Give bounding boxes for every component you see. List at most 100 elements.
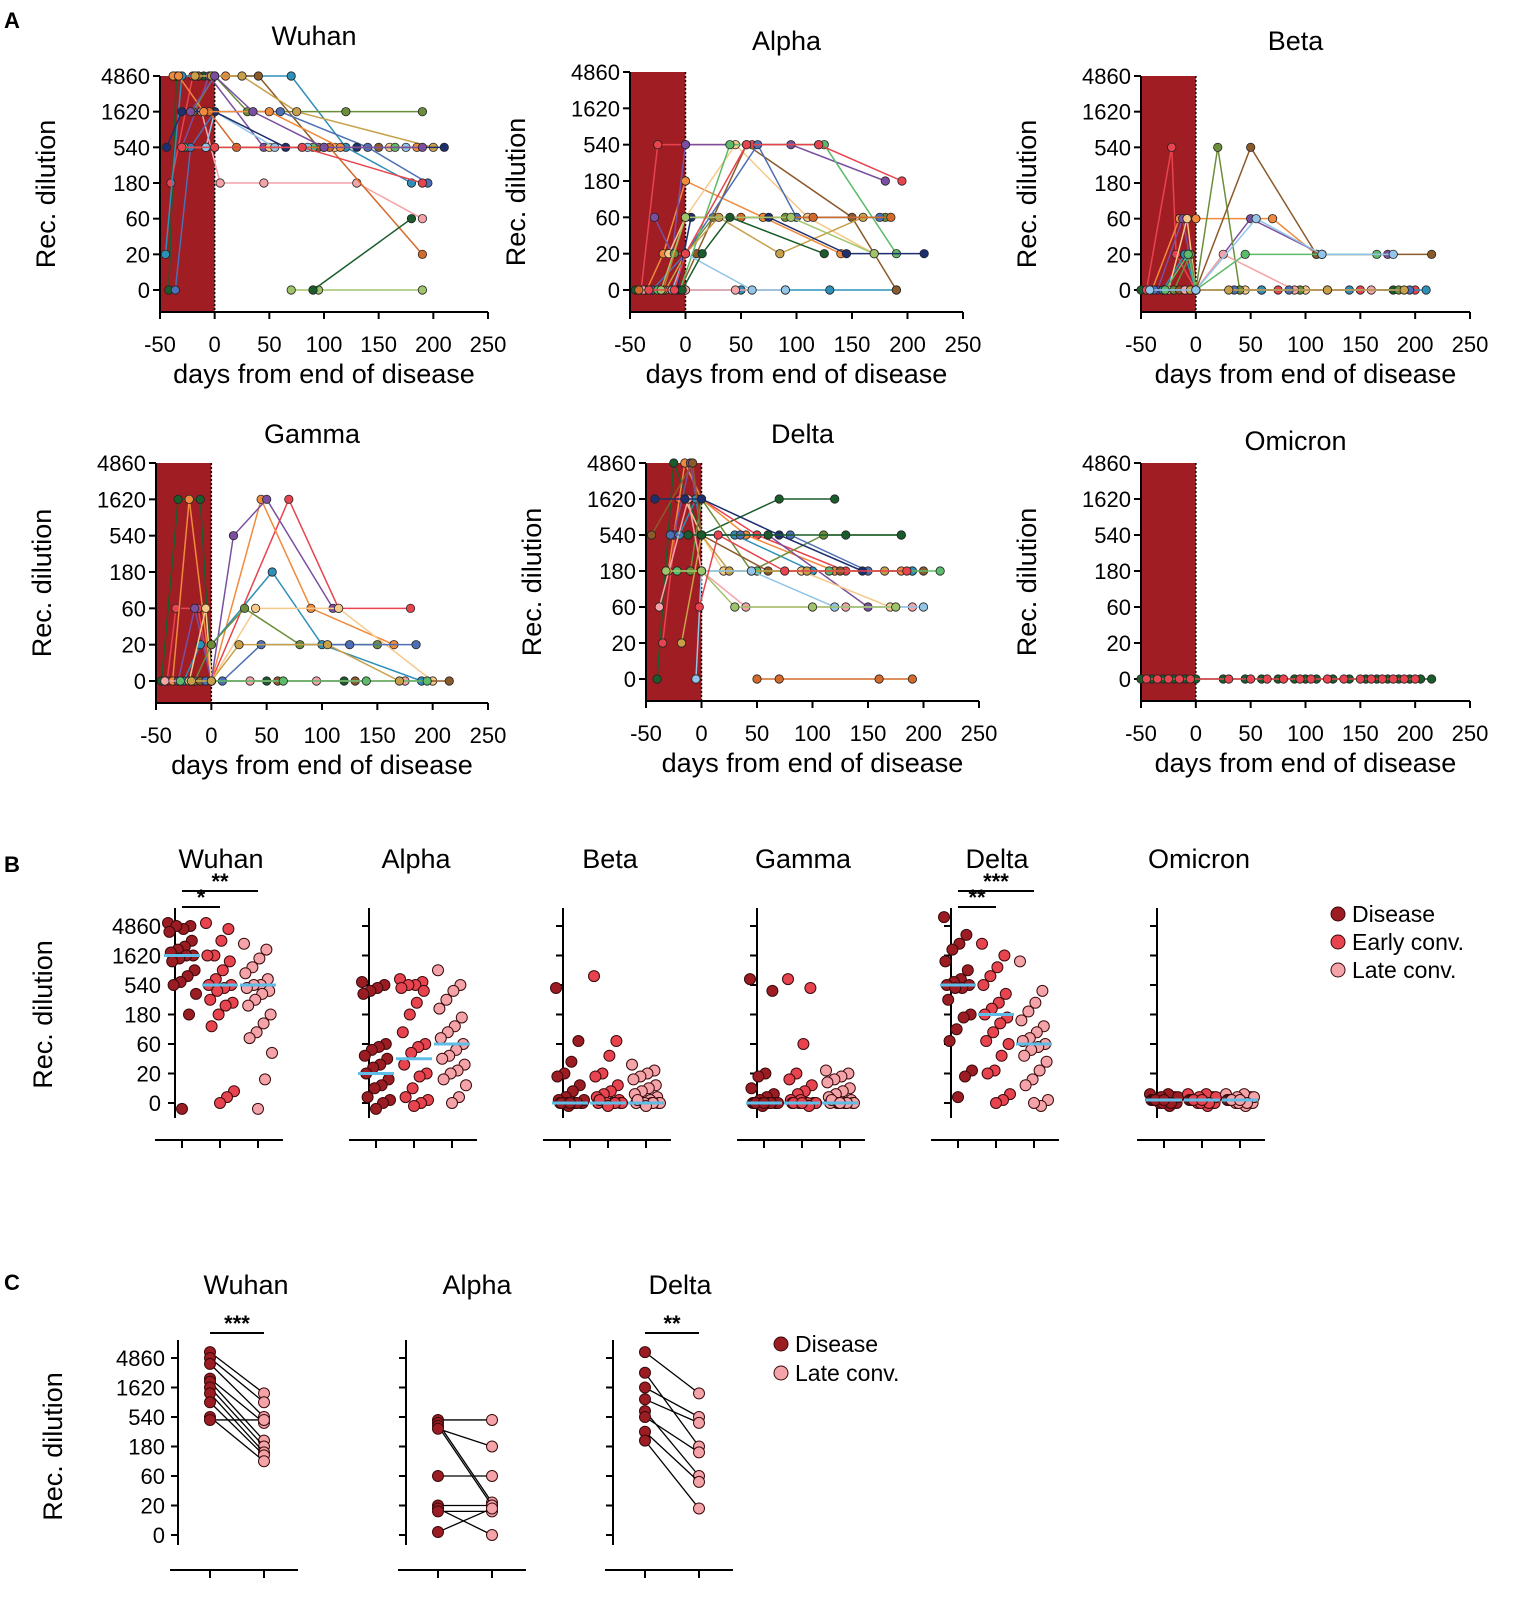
data-point [634, 285, 644, 295]
data-point [186, 107, 196, 117]
data-point [201, 949, 214, 962]
subject-line [171, 497, 395, 682]
y-tick-label: 180 [1094, 171, 1131, 196]
data-point [981, 1067, 994, 1080]
data-point [266, 1046, 278, 1059]
x-tick-label: 50 [1238, 332, 1262, 357]
x-tick-label: 50 [745, 721, 769, 746]
data-point [1410, 674, 1420, 684]
data-point [804, 981, 817, 994]
panel-letter-c: C [4, 1270, 20, 1295]
x-tick-label: 50 [729, 332, 753, 357]
panel-a-subplot-beta: 0 20 60 180 540 1620 4860 -50 0 50 100 150 200 250day… [1012, 26, 1488, 389]
x-tick-label: 250 [1452, 721, 1489, 746]
data-point [961, 964, 974, 977]
data-point [398, 1058, 411, 1071]
y-axis-label: Rec. dilution [1012, 508, 1042, 657]
data-point [413, 1070, 426, 1083]
data-point [783, 1073, 796, 1086]
y-tick-label: 4860 [97, 451, 146, 476]
data-point [821, 1076, 834, 1089]
y-tick-label: 20 [1107, 631, 1131, 656]
subject-line [671, 252, 786, 291]
panel-title: Wuhan [203, 1270, 288, 1300]
panel-b: Wuhan 0 20 60 180 540 1620 4860 *** Alpha Beta Gamm… [28, 844, 1464, 1148]
data-point-disease [432, 1422, 444, 1435]
x-tick-label: 0 [205, 723, 217, 748]
data-point [841, 249, 852, 259]
panel-b-subplot-gamma: Gamma [737, 844, 865, 1148]
y-tick-label: 180 [599, 559, 636, 584]
panel-b-subplot-alpha: Alpha [349, 844, 477, 1148]
data-point [841, 530, 851, 540]
panel-letter-a: A [4, 8, 20, 33]
y-tick-label: 0 [138, 278, 150, 303]
data-point [1339, 674, 1349, 684]
data-point [212, 1008, 225, 1021]
subject-line [681, 216, 825, 291]
data-point [173, 494, 183, 504]
y-tick-label: 540 [128, 1405, 165, 1430]
data-point [251, 603, 261, 613]
data-point [551, 1070, 564, 1083]
data-point [394, 676, 405, 686]
data-point [1028, 1097, 1040, 1109]
data-point [939, 955, 952, 968]
data-point [902, 566, 912, 576]
data-point [333, 603, 344, 613]
y-tick-label: 540 [113, 135, 150, 160]
data-point [286, 285, 296, 295]
subject-line [200, 111, 423, 220]
data-point [680, 249, 691, 259]
subject-line [312, 218, 412, 291]
subject-line [1184, 253, 1372, 291]
data-point [219, 999, 232, 1012]
data-point-late [486, 1529, 498, 1541]
data-point [370, 1102, 382, 1115]
y-tick-label: 4860 [116, 1346, 165, 1371]
y-tick-label: 1620 [101, 100, 150, 125]
data-point-late [486, 1413, 498, 1426]
data-point [1246, 674, 1256, 684]
y-tick-label: 4860 [101, 64, 150, 89]
data-point [987, 1026, 1000, 1039]
data-point [242, 999, 255, 1012]
y-tick-label: 540 [109, 524, 146, 549]
data-point [669, 458, 679, 468]
x-tick-label: 150 [850, 721, 887, 746]
data-point [959, 1070, 971, 1083]
data-point [658, 638, 668, 648]
data-point [206, 676, 216, 686]
data-point [405, 603, 416, 613]
x-axis-label: days from end of disease [173, 359, 475, 389]
y-tick-label: 180 [583, 169, 620, 194]
panel-b-subplot-delta: Delta***** [931, 844, 1059, 1148]
legend-label: Late conv. [795, 1360, 899, 1386]
data-point [830, 494, 840, 504]
data-point [691, 674, 701, 684]
legend-marker [773, 1365, 789, 1381]
data-point-late [486, 1440, 498, 1453]
data-point [782, 973, 794, 986]
y-tick-label: 0 [153, 1523, 165, 1548]
data-point [741, 140, 752, 150]
panel-a-subplot-omicron: 0 20 60 180 540 1620 4860 -50 0 50 100 150 200 250day… [1012, 426, 1488, 778]
data-point [234, 640, 244, 650]
panel-c: Wuhan 0 20 60 180 540 1620 4860 *** Alpha Delta ** R… [38, 1270, 899, 1578]
significance-label: ** [211, 869, 229, 894]
data-point [680, 140, 691, 150]
y-tick-label: 20 [596, 242, 620, 267]
data-point [447, 984, 460, 997]
data-point [1295, 674, 1305, 684]
data-point [460, 1079, 472, 1092]
data-point [439, 142, 449, 152]
subject-line [698, 533, 907, 608]
x-tick-label: 100 [306, 332, 343, 357]
data-point [199, 107, 209, 117]
data-point [688, 458, 698, 468]
data-point-late [693, 1416, 705, 1429]
data-point [264, 107, 274, 117]
significance-label: * [197, 885, 206, 910]
data-point [946, 943, 959, 956]
data-point [683, 530, 693, 540]
